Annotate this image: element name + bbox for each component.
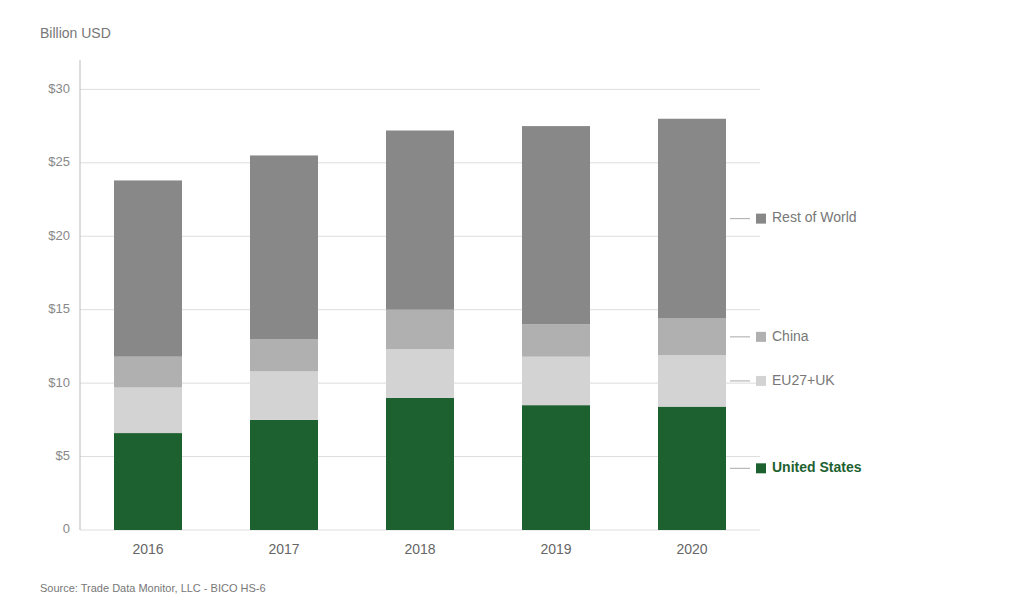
y-tick-label: 0 [63,521,70,536]
bar-segment [386,349,454,397]
y-tick-label: $15 [48,301,70,316]
annotation: Source: Trade Data Monitor, LLC - BICO H… [40,582,266,594]
bar-segment [114,180,182,356]
legend-swatch [756,376,766,386]
bar-segment [522,405,590,530]
bar-segment [522,324,590,356]
y-tick-label: $25 [48,154,70,169]
chart: 0 $5 $10 $15 $20 $25 $30 2016 2017 2018 2019 2020 Un… [0,0,1009,606]
legend-label: United States [772,459,862,475]
x-tick-label: 2020 [676,541,707,557]
bar-segment [522,126,590,324]
bar-segment [250,155,318,339]
bar-segment [386,398,454,530]
legend-label: EU27+UK [772,372,835,388]
legend: United States EU27+UK China Rest of World [730,209,862,475]
y-tick-label: $10 [48,375,70,390]
bar-segment [114,433,182,530]
bar-segment [114,357,182,388]
bar-segment [386,131,454,310]
bars [114,119,726,530]
bar-segment [522,357,590,405]
bar-segment [250,420,318,530]
y-tick-label: $30 [48,81,70,96]
grid-line [80,89,760,90]
legend-label: Rest of World [772,209,857,225]
bar-segment [658,355,726,406]
legend-leader [730,336,750,337]
x-tick-label: 2016 [132,541,163,557]
y-tick-label: $5 [56,448,70,463]
y-tick-label: $20 [48,228,70,243]
x-tick-label: 2019 [540,541,571,557]
bar-segment [658,319,726,356]
x-tick-label: 2018 [404,541,435,557]
legend-leader [730,218,750,219]
legend-leader [730,380,750,381]
bar-segment [250,339,318,371]
legend-swatch [756,463,766,473]
legend-swatch [756,332,766,342]
grid [80,89,760,530]
y-axis-label: Billion USD [40,25,111,41]
legend-swatch [756,214,766,224]
legend-leader [730,468,750,469]
bar-segment [658,119,726,319]
bar-segment [658,407,726,530]
legend-label: China [772,328,809,344]
bar-segment [114,388,182,434]
bar-segment [386,310,454,350]
bar-segment [250,371,318,419]
y-axis-line [80,60,81,530]
x-tick-label: 2017 [268,541,299,557]
